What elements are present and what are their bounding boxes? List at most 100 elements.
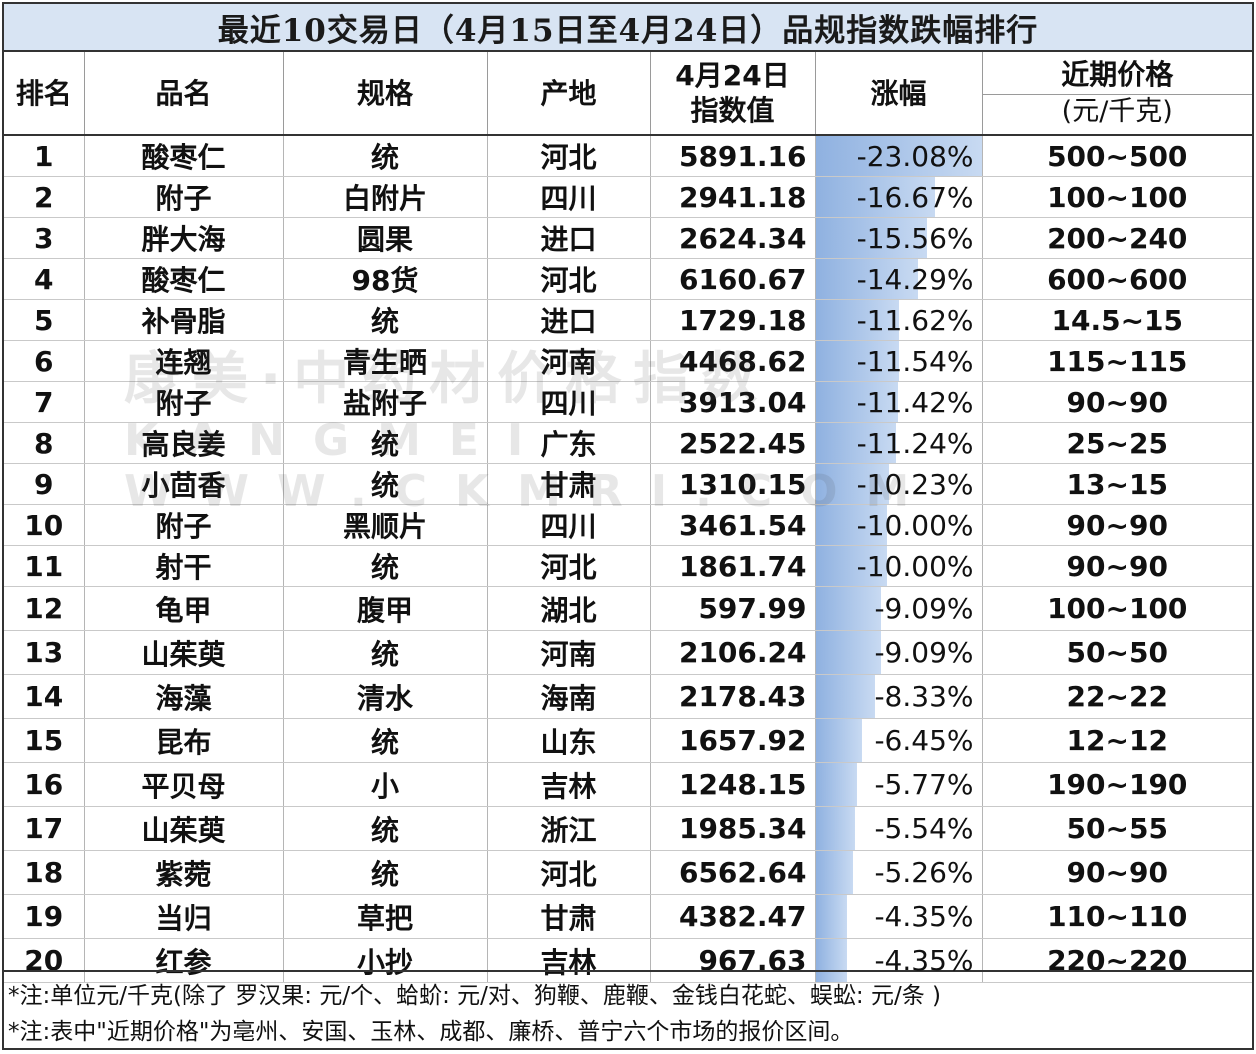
change-bar (815, 464, 890, 504)
change-cell: -10.23% (815, 463, 983, 505)
origin-cell: 广东 (487, 422, 651, 464)
name-cell: 山茱萸 (84, 806, 284, 851)
table-body: 1 酸枣仁统河北 5891.16 -23.08% 500~500 2 附子 白附片 四川 2941… (4, 135, 1252, 983)
change-cell: -5.54% (815, 806, 983, 851)
index-cell: 3461.54 (650, 504, 816, 546)
price-cell: 50~55 (982, 806, 1252, 851)
change-cell: -11.42% (815, 381, 983, 423)
rank-cell: 3 (4, 217, 85, 259)
name-cell: 胖大海 (84, 217, 284, 259)
change-value: -4.35% (874, 944, 974, 977)
ranking-table: 排名 品名 规格 产地 4月24日 指数值 涨幅 近期价格 (元/千克) 1 酸枣… (4, 52, 1252, 983)
change-bar (815, 505, 888, 545)
index-cell: 6562.64 (650, 850, 816, 895)
change-cell: -4.35% (815, 894, 983, 939)
price-cell: 90~90 (982, 545, 1252, 587)
price-cell: 90~90 (982, 504, 1252, 546)
index-cell: 1248.15 (650, 762, 816, 807)
change-cell: -10.00% (815, 504, 983, 546)
name-cell: 紫菀 (84, 850, 284, 895)
change-cell: -23.08% (815, 135, 983, 177)
change-value: -11.24% (856, 426, 974, 460)
index-cell: 1310.15 (650, 463, 816, 505)
name-cell: 连翘 (84, 340, 284, 382)
origin-cell: 湖北 (487, 586, 651, 631)
spec-cell: 圆果 (283, 217, 488, 259)
name-cell: 附子 (84, 504, 284, 546)
change-value: -15.56% (856, 221, 974, 255)
change-bar (815, 675, 876, 718)
table-row: 4 酸枣仁 98货 河北 6160.67 -14.29% 600~600 (4, 258, 1252, 300)
origin-cell: 河南 (487, 340, 651, 382)
change-bar (815, 259, 919, 299)
rank-cell: 10 (4, 504, 85, 546)
change-value: -9.09% (874, 636, 974, 669)
table-row: 20 红参 小抄 吉林 967.63 -4.35% 220~220 (4, 938, 1252, 983)
spec-cell: 黑顺片 (283, 504, 488, 546)
name-cell: 补骨脂 (84, 299, 284, 341)
change-value: -6.45% (874, 724, 974, 757)
origin-cell: 吉林 (487, 938, 651, 983)
change-cell: -10.00% (815, 545, 983, 587)
index-cell: 2178.43 (650, 674, 816, 719)
rank-cell: 12 (4, 586, 85, 631)
index-cell: 3913.04 (650, 381, 816, 423)
change-cell: -11.24% (815, 422, 983, 464)
change-value: -11.42% (856, 385, 974, 419)
index-cell: 1729.18 (650, 299, 816, 341)
table-row: 1 酸枣仁统河北 5891.16 -23.08% 500~500 (4, 135, 1252, 177)
rank-cell: 19 (4, 894, 85, 939)
spec-cell: 青生晒 (283, 340, 488, 382)
sheet-title: 最近10交易日（4月15日至4月24日）品规指数跌幅排行 (4, 4, 1252, 52)
name-cell: 小茴香 (84, 463, 284, 505)
origin-cell: 进口 (487, 299, 651, 341)
table-row: 13 山茱萸统河南 2106.24 -9.09% 50~50 (4, 630, 1252, 675)
price-cell: 200~240 (982, 217, 1252, 259)
change-value: -10.00% (856, 549, 974, 583)
change-cell: -5.77% (815, 762, 983, 807)
header-name: 品名 (84, 52, 284, 136)
name-cell: 当归 (84, 894, 284, 939)
rank-cell: 17 (4, 806, 85, 851)
spec-cell: 清水 (283, 674, 488, 719)
header-index: 4月24日 指数值 (650, 52, 816, 136)
index-cell: 2106.24 (650, 630, 816, 675)
change-bar (815, 895, 847, 938)
price-cell: 25~25 (982, 422, 1252, 464)
index-cell: 5891.16 (650, 135, 816, 177)
change-value: -11.62% (856, 303, 974, 337)
change-bar (815, 719, 862, 762)
header-spec: 规格 (283, 52, 488, 136)
price-cell: 14.5~15 (982, 299, 1252, 341)
table-row: 6 连翘 青生晒 河南 4468.62 -11.54% 115~115 (4, 340, 1252, 382)
change-bar (815, 546, 888, 586)
rank-cell: 14 (4, 674, 85, 719)
origin-cell: 甘肃 (487, 463, 651, 505)
origin-cell: 吉林 (487, 762, 651, 807)
note-line-1: *注:单位元/千克(除了 罗汉果: 元/个、蛤蚧: 元/对、狗鞭、鹿鞭、金钱白花… (8, 983, 941, 1009)
rank-cell: 18 (4, 850, 85, 895)
rank-cell: 16 (4, 762, 85, 807)
price-cell: 12~12 (982, 718, 1252, 763)
table-row: 18 紫菀统河北 6562.64 -5.26% 90~90 (4, 850, 1252, 895)
price-cell: 13~15 (982, 463, 1252, 505)
rank-cell: 20 (4, 938, 85, 983)
name-cell: 附子 (84, 176, 284, 218)
origin-cell: 河北 (487, 545, 651, 587)
spec-cell: 小抄 (283, 938, 488, 983)
origin-cell: 四川 (487, 176, 651, 218)
rank-cell: 6 (4, 340, 85, 382)
rank-cell: 2 (4, 176, 85, 218)
table-row: 17 山茱萸统浙江 1985.34 -5.54% 50~55 (4, 806, 1252, 851)
header-row: 排名 品名 规格 产地 4月24日 指数值 涨幅 近期价格 (元/千克) (4, 52, 1252, 136)
origin-cell: 四川 (487, 381, 651, 423)
spec-cell: 统 (283, 135, 488, 177)
header-index-label: 4月24日 指数值 (675, 59, 790, 127)
rank-cell: 15 (4, 718, 85, 763)
spec-cell: 小 (283, 762, 488, 807)
change-value: -14.29% (856, 262, 974, 296)
index-cell: 4468.62 (650, 340, 816, 382)
price-cell: 115~115 (982, 340, 1252, 382)
rank-cell: 8 (4, 422, 85, 464)
rank-cell: 1 (4, 135, 85, 177)
